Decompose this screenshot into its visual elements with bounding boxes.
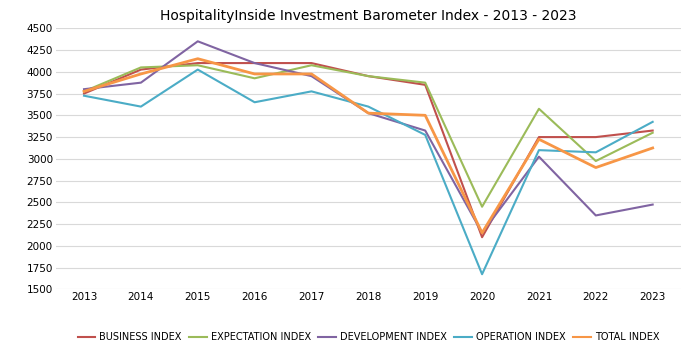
- TOTAL INDEX: [478, 231, 486, 235]
- EXPECTATION INDEX: [137, 65, 145, 70]
- EXPECTATION INDEX: [648, 131, 657, 135]
- EXPECTATION INDEX: [194, 63, 202, 67]
- TOTAL INDEX: [421, 113, 430, 118]
- OPERATION INDEX: [80, 94, 88, 98]
- BUSINESS INDEX: [307, 61, 316, 65]
- DEVELOPMENT INDEX: [478, 231, 486, 235]
- OPERATION INDEX: [250, 100, 259, 104]
- OPERATION INDEX: [534, 148, 543, 152]
- DEVELOPMENT INDEX: [80, 87, 88, 91]
- BUSINESS INDEX: [534, 135, 543, 139]
- OPERATION INDEX: [478, 272, 486, 276]
- OPERATION INDEX: [364, 104, 373, 109]
- EXPECTATION INDEX: [478, 205, 486, 209]
- Legend: BUSINESS INDEX, EXPECTATION INDEX, DEVELOPMENT INDEX, OPERATION INDEX, TOTAL IND: BUSINESS INDEX, EXPECTATION INDEX, DEVEL…: [78, 332, 659, 342]
- DEVELOPMENT INDEX: [250, 61, 259, 65]
- TOTAL INDEX: [250, 72, 259, 76]
- EXPECTATION INDEX: [534, 107, 543, 111]
- OPERATION INDEX: [648, 120, 657, 124]
- EXPECTATION INDEX: [421, 80, 430, 85]
- OPERATION INDEX: [194, 67, 202, 72]
- DEVELOPMENT INDEX: [137, 80, 145, 85]
- TOTAL INDEX: [534, 137, 543, 141]
- TOTAL INDEX: [364, 111, 373, 115]
- DEVELOPMENT INDEX: [591, 213, 600, 217]
- BUSINESS INDEX: [137, 67, 145, 72]
- TOTAL INDEX: [648, 146, 657, 150]
- TOTAL INDEX: [194, 56, 202, 61]
- OPERATION INDEX: [307, 89, 316, 94]
- BUSINESS INDEX: [591, 135, 600, 139]
- BUSINESS INDEX: [250, 61, 259, 65]
- Line: EXPECTATION INDEX: EXPECTATION INDEX: [84, 65, 653, 207]
- EXPECTATION INDEX: [250, 76, 259, 80]
- DEVELOPMENT INDEX: [648, 203, 657, 207]
- BUSINESS INDEX: [364, 74, 373, 78]
- DEVELOPMENT INDEX: [421, 128, 430, 133]
- TOTAL INDEX: [307, 72, 316, 76]
- TOTAL INDEX: [591, 166, 600, 170]
- Line: TOTAL INDEX: TOTAL INDEX: [84, 59, 653, 233]
- EXPECTATION INDEX: [364, 74, 373, 78]
- EXPECTATION INDEX: [591, 159, 600, 163]
- TOTAL INDEX: [137, 72, 145, 76]
- Line: OPERATION INDEX: OPERATION INDEX: [84, 70, 653, 274]
- BUSINESS INDEX: [478, 235, 486, 239]
- DEVELOPMENT INDEX: [194, 39, 202, 43]
- BUSINESS INDEX: [648, 128, 657, 133]
- OPERATION INDEX: [421, 133, 430, 137]
- TOTAL INDEX: [80, 89, 88, 94]
- DEVELOPMENT INDEX: [364, 111, 373, 115]
- BUSINESS INDEX: [80, 91, 88, 96]
- DEVELOPMENT INDEX: [307, 74, 316, 78]
- BUSINESS INDEX: [421, 83, 430, 87]
- OPERATION INDEX: [591, 150, 600, 154]
- Line: DEVELOPMENT INDEX: DEVELOPMENT INDEX: [84, 41, 653, 233]
- OPERATION INDEX: [137, 104, 145, 109]
- EXPECTATION INDEX: [80, 89, 88, 94]
- DEVELOPMENT INDEX: [534, 155, 543, 159]
- Title: HospitalityInside Investment Barometer Index - 2013 - 2023: HospitalityInside Investment Barometer I…: [160, 9, 577, 23]
- Line: BUSINESS INDEX: BUSINESS INDEX: [84, 63, 653, 237]
- EXPECTATION INDEX: [307, 63, 316, 67]
- BUSINESS INDEX: [194, 61, 202, 65]
